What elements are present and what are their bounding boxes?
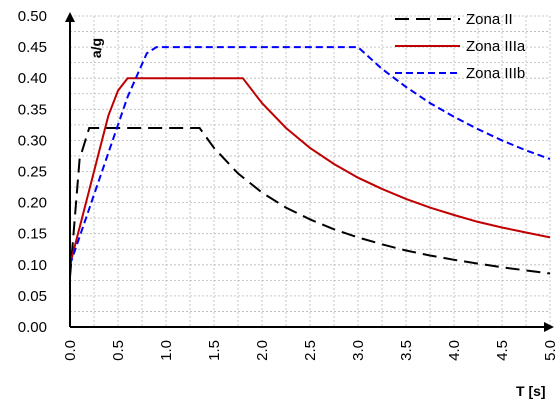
tick-labels: 0.00 0.05 0.10 0.15 0.20 0.25 0.30 0.35 0.40 0.45… — [18, 8, 556, 399]
x-tick-label: 3.5 — [398, 340, 415, 361]
x-tick-label: 0.0 — [62, 340, 79, 361]
y-tick-label: 0.45 — [18, 39, 47, 56]
legend: Zona II Zona IIIa Zona IIIb — [395, 11, 526, 82]
y-axis-arrow — [65, 12, 75, 22]
x-tick-label: 1.5 — [206, 340, 223, 361]
x-tick-label: 5.0 — [542, 340, 556, 361]
y-tick-label: 0.25 — [18, 164, 47, 181]
x-axis-arrow — [544, 322, 554, 332]
legend-label: Zona IIIb — [466, 65, 525, 82]
y-tick-label: 0.10 — [18, 257, 47, 274]
x-tick-label: 4.0 — [446, 340, 463, 361]
y-tick-label: 0.20 — [18, 195, 47, 212]
y-axis-title: a/g — [88, 38, 104, 58]
x-tick-label: 2.0 — [254, 340, 271, 361]
x-tick-label: 1.0 — [158, 340, 175, 361]
y-tick-label: 0.40 — [18, 70, 47, 87]
series-line-zona-iiia — [69, 77, 551, 266]
axes — [65, 12, 554, 332]
y-tick-label: 0.15 — [18, 226, 47, 243]
series-lines — [69, 46, 551, 278]
x-tick-label: 0.5 — [110, 340, 127, 361]
y-tick-label: 0.50 — [18, 8, 47, 25]
x-tick-label: 4.5 — [494, 340, 511, 361]
y-tick-label: 0.05 — [18, 288, 47, 305]
y-tick-label: 0.00 — [18, 319, 47, 336]
y-tick-label: 0.30 — [18, 132, 47, 149]
x-axis-title: T [s] — [516, 383, 546, 399]
legend-label: Zona II — [466, 11, 513, 28]
x-tick-label: 3.0 — [350, 340, 367, 361]
series-line-zona-iiib — [69, 46, 551, 266]
x-tick-label: 2.5 — [302, 340, 319, 361]
legend-label: Zona IIIa — [466, 38, 526, 55]
y-tick-label: 0.35 — [18, 101, 47, 118]
